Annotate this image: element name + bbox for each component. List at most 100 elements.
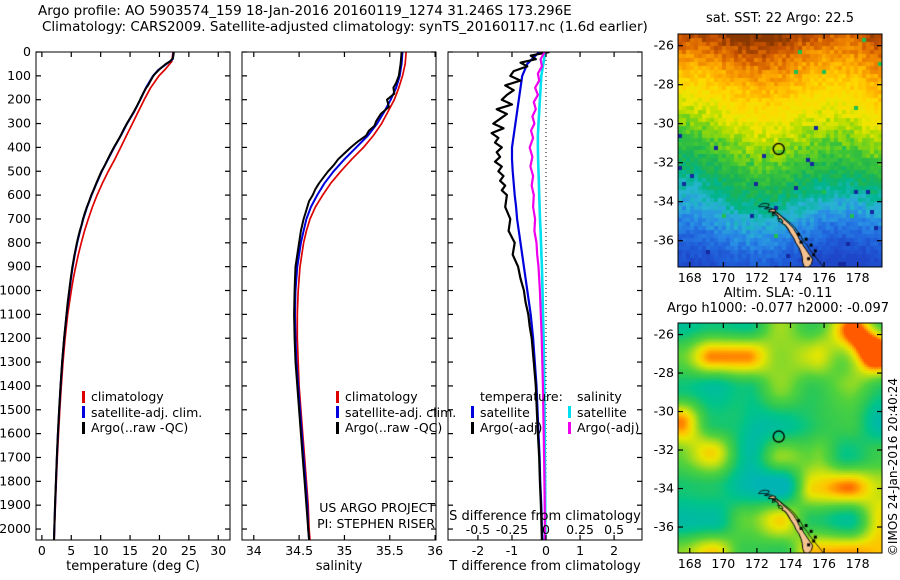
figure-title-line1: Argo profile: AO 5903574_159 18-Jan-2016… [38,3,572,19]
axis-box [35,51,231,541]
x-tick-label: 1 [576,543,584,558]
sst-map-title: sat. SST: 22 Argo: 22.5 [706,11,854,26]
y-tick-label: 1900 [0,497,31,512]
y-tick-label: 1500 [0,402,31,417]
x-tick-label: 10 [93,543,109,558]
y-tick-label: 1300 [0,354,31,369]
figure-title-line2: Climatology: CARS2009. Satellite-adjuste… [42,19,648,35]
lat-tick-label: -26 [654,38,674,53]
sst-map [678,34,882,267]
y-tick-label: 1700 [0,449,31,464]
x-tick-label: 0 [38,543,46,558]
lat-tick-label: -36 [654,519,674,534]
climatology-swatch [336,390,339,403]
imos-watermark: ©IMOS 24-Jan-2016 20:40:24 [886,377,900,557]
legend-label-argo: Argo(..raw -QC) [91,420,189,435]
xlabel-t-difference: T difference from climatology [449,559,641,574]
y-tick-label: 2000 [0,521,31,536]
x-tick-label: 25 [181,543,197,558]
profile-line [536,52,547,540]
legend-salinity-plot: climatology satellite-adj. clim. Argo(..… [336,389,456,436]
y-tick-label: 400 [7,139,31,154]
satellite-swatch [82,406,85,419]
sla-title-line2: Argo h1000: -0.077 h2000: -0.097 [667,301,889,316]
lat-tick-label: -32 [654,442,674,457]
xlabel-salinity: salinity [315,559,363,574]
lat-tick-label: -30 [654,116,674,131]
profile-line [293,52,403,540]
lat-tick-label: -34 [654,194,674,209]
lon-tick-label: 168 [678,556,702,571]
argo-swatch [82,421,85,434]
y-tick-label: 1000 [0,283,31,298]
legend-temperature-plot: climatology satellite-adj. clim. Argo(..… [82,389,202,436]
profile-line [53,52,174,540]
y-tick-label: 1100 [0,306,31,321]
legend-label-satellite: satellite-adj. clim. [345,404,457,420]
axis-box [447,51,643,541]
profile-line [294,52,404,540]
x-tick-label: -2 [472,543,484,558]
x-tick-label: 30 [210,543,226,558]
lat-tick-label: -32 [654,155,674,170]
x-tick-label: -1 [506,543,518,558]
y-tick-label: 900 [7,259,31,274]
x-tick-label: 36 [427,543,443,558]
legend-label-satellite: satellite-adj. clim. [91,404,203,420]
lon-tick-label: 172 [745,556,769,571]
x-tick-label: 15 [122,543,138,558]
lon-tick-label: 174 [779,556,803,571]
s-tick-label: 0.5 [604,522,624,537]
lat-tick-label: -28 [654,77,674,92]
legend-diff-temperature: temperature: satellite Argo(-adj) [471,389,563,436]
x-tick-label: 2 [610,543,618,558]
legend-header-temperature: temperature: [480,389,563,404]
legend-diff-salinity: salinity satellite Argo(-adj) [568,389,639,436]
lat-tick-label: -36 [654,233,674,248]
argo-swatch [471,421,474,434]
legend-label-argo: Argo(-adj) [480,420,543,435]
lat-tick-label: -34 [654,481,674,496]
legend-label-satellite: satellite [480,404,530,420]
lon-tick-label: 172 [745,270,769,285]
y-tick-label: 800 [7,235,31,250]
climatology-swatch [82,390,85,403]
lat-tick-label: -28 [654,365,674,380]
project-line2: PI: STEPHEN RISER [317,516,435,531]
salinity-satellite-swatch [568,406,571,419]
y-tick-label: 700 [7,211,31,226]
profile-line [53,52,175,540]
profile-line [490,52,550,540]
legend-label-climatology: climatology [91,389,164,404]
salinity-argo-swatch [568,421,571,434]
s-tick-label: -0.5 [466,522,490,537]
legend-label-climatology: climatology [345,389,418,404]
lon-tick-label: 170 [711,270,735,285]
project-line1: US ARGO PROJECT [319,500,435,515]
profile-line [528,52,547,540]
y-tick-label: 1200 [0,330,31,345]
y-tick-label: 100 [7,68,31,83]
x-tick-label: 35 [336,543,352,558]
y-tick-label: 200 [7,92,31,107]
s-tick-label: 0.25 [566,522,594,537]
y-tick-label: 500 [7,163,31,178]
x-tick-label: 34.5 [285,543,313,558]
lon-tick-label: 168 [678,270,702,285]
satellite-swatch [471,406,474,419]
legend-label-argo: Argo(-adj) [577,420,640,435]
y-tick-label: 1400 [0,378,31,393]
x-tick-label: 0 [542,543,550,558]
lon-tick-label: 174 [779,270,803,285]
y-tick-label: 300 [7,116,31,131]
profile-line [510,52,544,540]
lon-tick-label: 178 [846,270,870,285]
profile-line [53,52,175,540]
argo-swatch [336,421,339,434]
lon-tick-label: 178 [846,556,870,571]
sla-title-line1: Altim. SLA: -0.11 [723,286,833,301]
legend-label-satellite: satellite [577,404,627,420]
x-tick-label: 34 [246,543,262,558]
x-tick-label: 35.5 [376,543,404,558]
